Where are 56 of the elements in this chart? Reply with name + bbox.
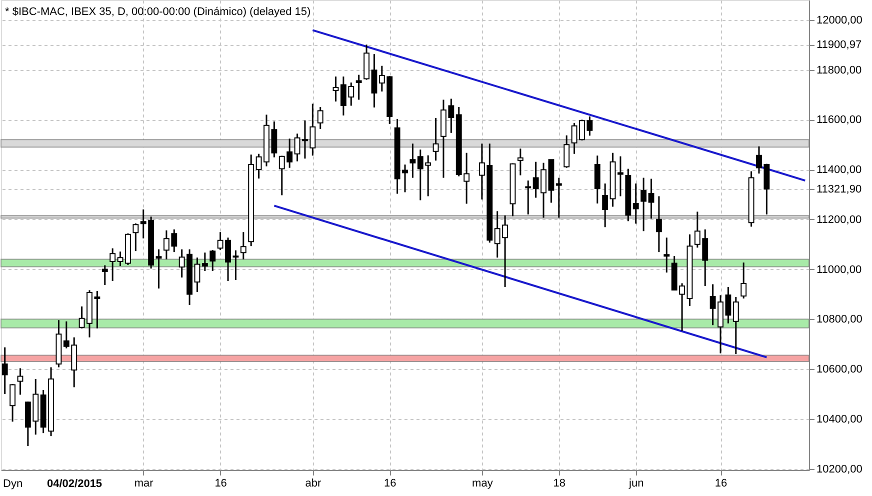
candlestick (656, 195, 662, 253)
candlestick (602, 182, 608, 228)
candlestick (740, 262, 747, 300)
y-tick-label: 11400,00 (816, 164, 862, 176)
y-tick-label: 11200,00 (816, 214, 862, 226)
y-tick-label: 11000,00 (816, 264, 862, 276)
text: Dyn (3, 478, 23, 490)
candlestick (17, 368, 24, 396)
x-tick-label: 16 (214, 478, 227, 490)
x-tick-label: abr (305, 478, 322, 490)
y-tick-label: 11600,00 (816, 114, 862, 126)
candlestick (525, 180, 532, 216)
x-tick-label: jun (628, 478, 644, 490)
y-tick-label: 10600,00 (816, 364, 862, 376)
y-tick-label: 11321,90 (816, 184, 862, 196)
candlestick (356, 74, 362, 100)
candlestick (117, 250, 124, 267)
candlestick (102, 264, 108, 286)
candlestick (564, 134, 570, 169)
candlestick (132, 222, 139, 252)
candlestick (110, 248, 116, 282)
x-tick-label: 18 (553, 478, 566, 490)
candlestick (2, 346, 8, 395)
y-tick-label: 10400,00 (816, 413, 862, 426)
x-tick-label: 16 (384, 478, 396, 490)
x-tick-label: 16 (714, 478, 728, 490)
candlestick (618, 156, 624, 197)
candlestick (517, 148, 524, 176)
y-tick-label: 12000,00 (816, 14, 862, 26)
candlestick (640, 177, 647, 232)
candlestick (240, 231, 246, 260)
candlestick (10, 383, 16, 422)
candlestick (432, 117, 439, 162)
candlestick (371, 53, 378, 108)
x-tick-label: may (472, 478, 494, 490)
candlestick (156, 248, 162, 290)
candlestick (410, 142, 416, 179)
text: 04/02/2015 (47, 478, 102, 490)
y-tick-label: 11900,97 (816, 39, 862, 52)
candlestick (317, 106, 324, 130)
candlestick (202, 252, 208, 272)
candlestick (648, 178, 654, 220)
candlestick (594, 154, 600, 204)
candlestick (294, 132, 300, 162)
x-tick-label: mar (134, 478, 154, 490)
y-tick-label: 10200,00 (816, 463, 862, 476)
y-tick-label: 11800,00 (816, 64, 862, 76)
text: * $IBC-MAC, IBEX 35, D, 00:00-00:00 (Dinámico) (delayed 15) (5, 6, 311, 18)
y-tick-label: 10800,00 (816, 314, 862, 326)
candlestick (732, 296, 739, 355)
candlestick (632, 182, 639, 224)
candlestick (332, 76, 339, 102)
candlestick (194, 256, 200, 293)
candlestick (210, 249, 216, 272)
candlestick (556, 177, 562, 218)
candlestick (664, 236, 670, 274)
